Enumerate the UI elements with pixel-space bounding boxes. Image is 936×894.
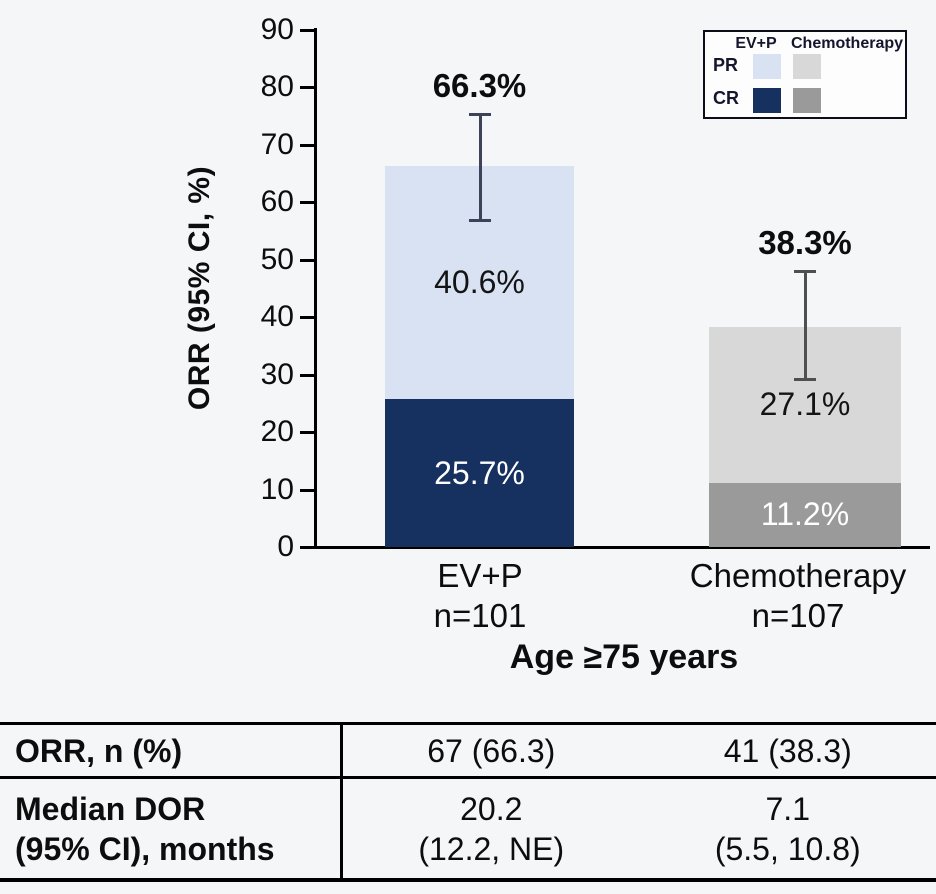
cell-line: (12.2, NE) (418, 830, 565, 867)
table-cell-orr-evp: 67 (66.3) (343, 731, 640, 771)
y-tick-mark (300, 488, 315, 492)
x-label-chemo-n: n=107 (751, 597, 845, 634)
y-tick-label: 10 (260, 472, 294, 506)
y-tick-label: 90 (260, 13, 294, 46)
error-line (804, 270, 807, 381)
legend: EV+P Chemotherapy PR CR (703, 30, 907, 119)
y-tick-label: 0 (277, 530, 294, 563)
row-label-line: Median DOR (15, 790, 206, 827)
row-label-line: (95% CI), months (15, 830, 275, 867)
cell-line: 7.1 (765, 790, 810, 827)
evp-pr-value-label: 40.6% (434, 264, 525, 301)
legend-row-pr: PR (713, 55, 739, 75)
error-bar-evp (468, 113, 491, 223)
legend-column-chemo: Chemotherapy (790, 35, 904, 52)
chemo-cr-value-label: 11.2% (760, 496, 850, 533)
total-label-chemo: 38.3% (758, 224, 852, 262)
table-row-orr: ORR, n (%) 67 (66.3) 41 (38.3) (0, 725, 936, 776)
table-cell-orr-chemo: 41 (38.3) (640, 731, 936, 771)
y-axis-title: ORR (95% CI, %) (183, 165, 216, 411)
cell-line: (5.5, 10.8) (714, 830, 861, 867)
x-label-evp-name: EV+P (437, 557, 523, 594)
legend-swatch-pr-evp (753, 54, 781, 79)
table-cell-dor-evp: 20.2 (12.2, NE) (343, 789, 640, 869)
y-tick-label: 70 (260, 127, 294, 161)
error-cap-bottom-icon (468, 219, 491, 223)
table-cell-dor-chemo: 7.1 (5.5, 10.8) (640, 789, 936, 869)
x-label-chemo-name: Chemotherapy (689, 557, 907, 594)
x-label-chemo: Chemotherapy n=107 (688, 556, 908, 636)
chemo-pr-value-label: 27.1% (759, 386, 851, 423)
row-label-line: ORR, n (%) (15, 732, 183, 769)
y-tick-label: 40 (260, 300, 294, 334)
y-tick-mark (300, 316, 315, 320)
y-tick-label: 50 (260, 242, 294, 276)
y-tick-mark (300, 29, 315, 32)
bar-chemo-cr-segment: 11.2% (709, 482, 901, 547)
evp-cr-value-label: 25.7% (434, 454, 525, 491)
bar-evp: 40.6% 25.7% (385, 166, 574, 547)
x-label-evp-n: n=101 (433, 597, 527, 634)
summary-table: ORR, n (%) 67 (66.3) 41 (38.3) Median DO… (0, 722, 936, 882)
x-label-evp: EV+P n=101 (370, 556, 590, 636)
legend-swatch-cr-chemo (793, 88, 821, 113)
y-tick-label: 20 (260, 415, 294, 449)
y-tick-label: 60 (260, 185, 294, 219)
y-tick-mark (300, 258, 315, 262)
y-tick-label: 30 (260, 357, 294, 391)
cell-line: 20.2 (460, 790, 523, 827)
legend-swatch-cr-evp (753, 88, 781, 113)
x-axis-title: Age ≥75 years (509, 638, 739, 676)
table-row-orr-label: ORR, n (%) (0, 725, 343, 776)
y-tick-mark (300, 431, 315, 435)
y-axis-line (314, 28, 317, 549)
bar-evp-cr-segment: 25.7% (385, 399, 574, 547)
total-label-evp: 66.3% (432, 67, 527, 105)
y-tick-mark (300, 143, 315, 147)
legend-swatch-pr-chemo (793, 54, 821, 79)
y-tick-label: 80 (260, 70, 294, 104)
cell-line: 41 (38.3) (723, 732, 852, 769)
table-row-dor: Median DOR (95% CI), months 20.2 (12.2, … (0, 776, 936, 878)
x-axis-line (314, 546, 930, 549)
y-tick-mark (300, 86, 315, 90)
cell-line: 67 (66.3) (427, 732, 556, 769)
table-row-dor-label: Median DOR (95% CI), months (0, 779, 343, 878)
error-line (478, 113, 482, 223)
legend-row-cr: CR (713, 88, 739, 108)
error-bar-chemo (794, 270, 816, 381)
y-tick-mark (300, 546, 315, 549)
error-cap-bottom-icon (794, 377, 816, 381)
y-tick-mark (300, 373, 315, 377)
legend-column-evp: EV+P (735, 35, 777, 52)
y-tick-mark (300, 201, 315, 205)
